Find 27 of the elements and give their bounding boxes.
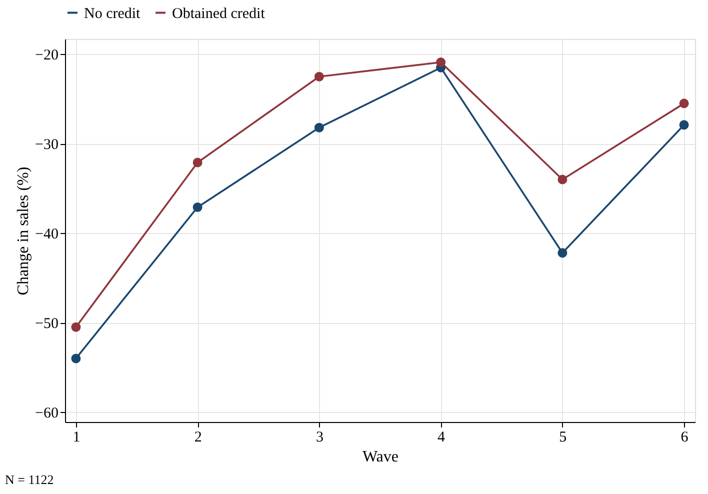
x-tick-label: 3 bbox=[316, 430, 324, 446]
y-axis-title: Change in sales (%) bbox=[15, 166, 32, 296]
y-tick-label: −60 bbox=[35, 406, 58, 422]
point bbox=[436, 58, 446, 67]
point bbox=[314, 122, 324, 132]
point bbox=[192, 158, 202, 168]
y-tick-label: −50 bbox=[35, 316, 58, 332]
point bbox=[558, 174, 568, 184]
y-tick-label: −40 bbox=[35, 226, 58, 243]
x-tick-label: 5 bbox=[559, 430, 567, 446]
point bbox=[314, 72, 324, 82]
point bbox=[71, 354, 81, 364]
legend-label: Obtained credit bbox=[172, 6, 266, 22]
x-tick-label: 6 bbox=[680, 430, 689, 446]
point bbox=[71, 322, 81, 332]
x-tick-label: 4 bbox=[438, 430, 446, 446]
x-tick-label: 2 bbox=[194, 430, 202, 446]
point bbox=[192, 202, 202, 212]
x-tick-label: 1 bbox=[72, 430, 80, 446]
x-axis-title: Wave bbox=[362, 448, 399, 466]
y-tick-label: −30 bbox=[35, 137, 58, 154]
y-tick-label: −20 bbox=[35, 48, 58, 64]
legend-label: No credit bbox=[84, 6, 142, 22]
point bbox=[679, 120, 689, 130]
point bbox=[558, 248, 568, 258]
text: N = 1122 bbox=[5, 472, 54, 487]
point bbox=[679, 98, 689, 108]
